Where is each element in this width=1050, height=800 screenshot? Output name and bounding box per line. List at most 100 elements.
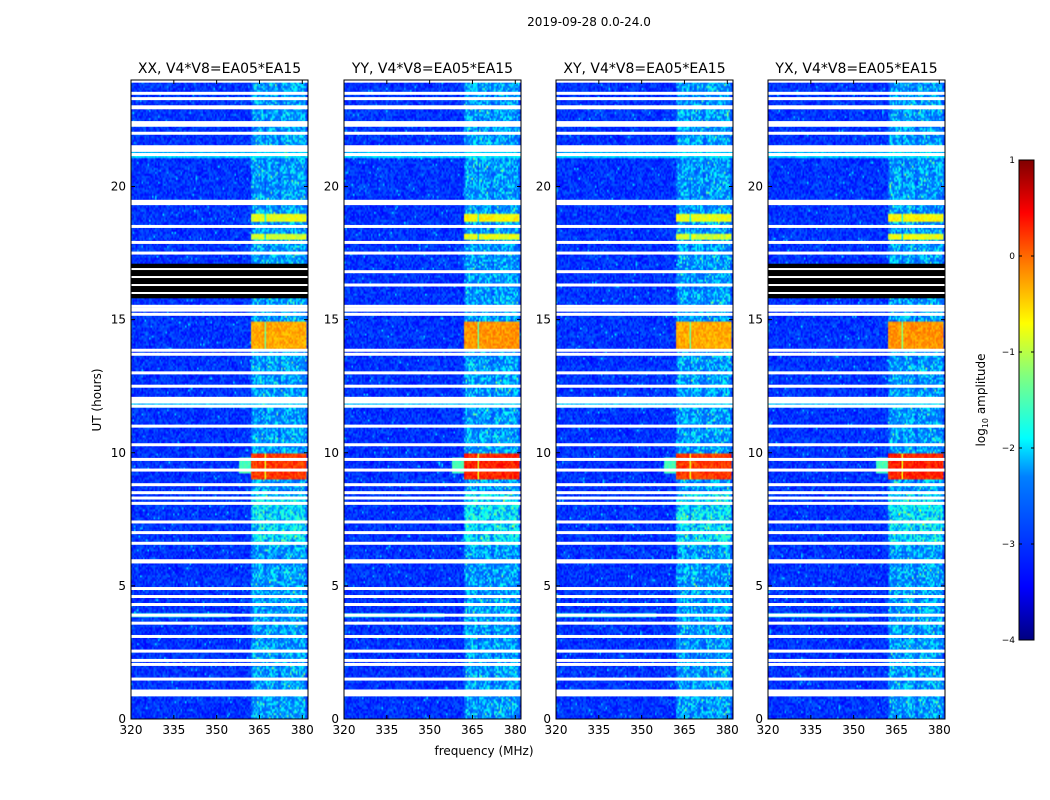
y-tick-label: 5 [118, 579, 126, 593]
flagged-row [131, 121, 308, 125]
plot-frame [555, 79, 734, 720]
flagged-row [131, 268, 308, 271]
flagged-row [344, 677, 521, 681]
flagged-row [131, 251, 308, 255]
flagged-band [768, 105, 945, 110]
flagged-row [556, 634, 733, 638]
y-tick-label: 20 [748, 180, 763, 194]
flagged-row [131, 292, 308, 294]
flagged-row [131, 284, 308, 287]
flagged-row [344, 270, 521, 274]
flagged-row [768, 443, 945, 447]
flagged-band [344, 396, 521, 404]
flagged-row [131, 240, 308, 244]
flagged-row [344, 283, 521, 287]
flagged-row [768, 224, 945, 228]
flagged-row [131, 677, 308, 681]
flagged-row [344, 541, 521, 545]
x-tick-label: 365 [461, 723, 484, 737]
flagged-band [556, 105, 733, 110]
flagged-row [556, 251, 733, 255]
flagged-row [768, 97, 945, 101]
flagged-row [131, 312, 308, 316]
flagged-row [344, 424, 521, 428]
flagged-row [556, 621, 733, 625]
colorbar-tick-label: −2 [1002, 444, 1015, 454]
flagged-row [344, 501, 521, 505]
flagged-row [556, 304, 733, 308]
flagged-row [131, 468, 308, 472]
flagged-row [556, 595, 733, 599]
panel: YX, V4*V8=EA05*EA15 320 335 350 365 380 0 5 10 15… [748, 61, 951, 737]
flagged-row [131, 348, 308, 352]
flagged-row [131, 352, 308, 356]
flagged-row [556, 677, 733, 681]
flagged-row [768, 371, 945, 375]
flagged-row [768, 268, 945, 271]
flagged-band [768, 559, 945, 564]
y-tick-label: 15 [111, 313, 126, 327]
flagged-row [344, 443, 521, 447]
x-tick-label: 320 [757, 723, 780, 737]
flagged-row [344, 587, 521, 591]
flagged-row [344, 348, 521, 352]
y-axis-label: UT (hours) [90, 368, 104, 431]
flagged-row [768, 501, 945, 505]
flagged-band [131, 199, 308, 206]
plot-frame [767, 79, 946, 720]
x-tick-label: 350 [630, 723, 653, 737]
flagged-row [556, 443, 733, 447]
flagged-band [344, 689, 521, 697]
flagged-row [556, 153, 733, 157]
flagged-row [131, 603, 308, 607]
panel: YY, V4*V8=EA05*EA15 320 335 350 365 380 0 5 10 15… [324, 61, 527, 737]
flagged-row [344, 520, 521, 524]
x-tick-label: 335 [162, 723, 185, 737]
flagged-row [768, 251, 945, 255]
flagged-row [556, 121, 733, 125]
y-tick-label: 15 [324, 313, 339, 327]
flagged-band [768, 199, 945, 206]
flagged-band [344, 80, 521, 83]
y-tick-label: 0 [331, 712, 339, 726]
colorbar-tick-label: −4 [1002, 636, 1016, 646]
x-tick-label: 365 [885, 723, 908, 737]
flagged-row [556, 587, 733, 591]
x-tick-label: 380 [928, 723, 951, 737]
x-tick-label: 320 [120, 723, 143, 737]
flagged-row [556, 240, 733, 244]
colorbar-gradient [1018, 159, 1035, 641]
flagged-row [344, 491, 521, 495]
panel-title: YX, V4*V8=EA05*EA15 [774, 61, 937, 77]
flagged-row [344, 613, 521, 617]
flagged-row [131, 496, 308, 500]
flagged-row [131, 483, 308, 487]
flagged-band [556, 80, 733, 83]
flagged-row [768, 384, 945, 388]
colorbar-label: log10 amplitude [974, 354, 990, 447]
flagged-row [131, 595, 308, 599]
y-tick-label: 0 [543, 712, 551, 726]
flagged-row [768, 468, 945, 472]
flagged-row [131, 662, 308, 666]
flagged-row [344, 621, 521, 625]
flagged-row [131, 613, 308, 617]
flagged-row [344, 224, 521, 228]
flagged-row [131, 384, 308, 388]
flagged-row [344, 304, 521, 308]
flagged-row [768, 531, 945, 535]
flagged-band [556, 396, 733, 404]
flagged-row [556, 352, 733, 356]
flagged-row [131, 153, 308, 157]
flagged-row [556, 270, 733, 274]
colorbar-label-subscript: 10 [981, 418, 990, 428]
flagged-row [768, 483, 945, 487]
flagged-row [344, 404, 521, 408]
flagged-row [344, 131, 521, 135]
flagged-row [344, 531, 521, 535]
flagged-band [556, 559, 733, 564]
flagged-row [344, 662, 521, 666]
colorbar: 10−1−2−3−4 log10 amplitude [974, 156, 1035, 646]
flagged-row [768, 121, 945, 125]
